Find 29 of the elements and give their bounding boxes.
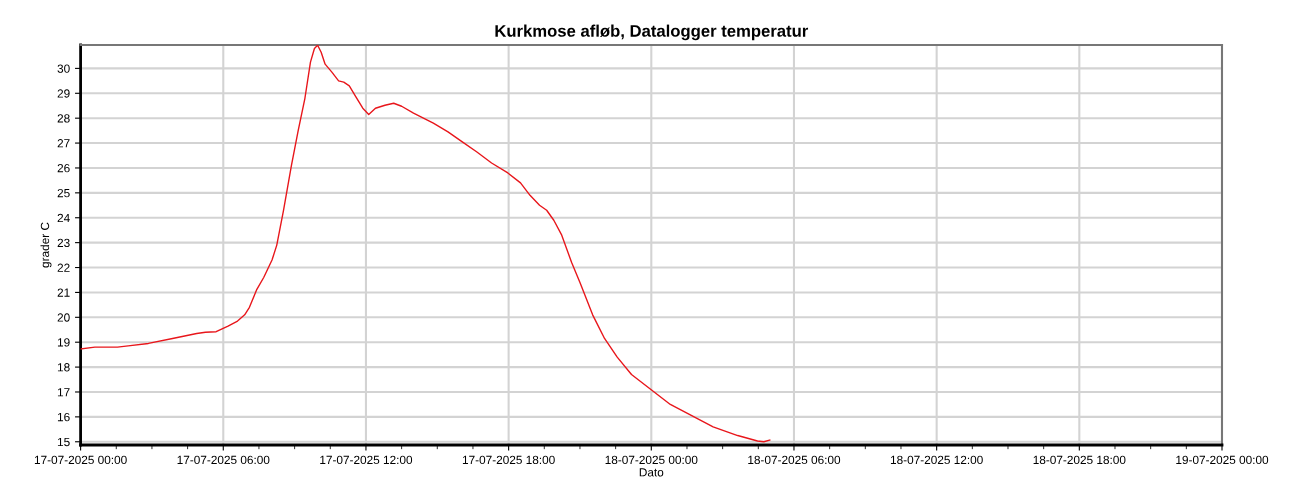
y-tick-label: 19 bbox=[57, 338, 70, 347]
x-tick-label: 18-07-2025 06:00 bbox=[748, 455, 841, 465]
y-tick-label: 29 bbox=[57, 89, 70, 98]
y-axis-title: grader C bbox=[40, 222, 52, 268]
x-tick-label: 17-07-2025 06:00 bbox=[177, 455, 270, 465]
y-tick-label: 15 bbox=[57, 437, 70, 447]
y-tick-label: 18 bbox=[57, 363, 70, 372]
x-tick-label: 19-07-2025 00:00 bbox=[1176, 455, 1269, 465]
y-tick-label: 24 bbox=[57, 213, 70, 223]
x-axis-title: Dato bbox=[639, 468, 664, 477]
y-tick-label: 25 bbox=[57, 188, 70, 198]
y-tick-label: 27 bbox=[57, 139, 70, 148]
y-tick-label: 30 bbox=[57, 64, 70, 73]
x-tick-label: 18-07-2025 12:00 bbox=[890, 455, 983, 465]
x-tick-label: 17-07-2025 18:00 bbox=[462, 455, 555, 465]
y-tick-label: 16 bbox=[57, 412, 70, 422]
y-tick-label: 17 bbox=[57, 388, 70, 397]
y-tick-label: 20 bbox=[57, 313, 70, 322]
line-series bbox=[80, 45, 771, 443]
x-tick-label: 18-07-2025 18:00 bbox=[1033, 455, 1126, 465]
x-tick-label: 17-07-2025 12:00 bbox=[320, 455, 413, 465]
y-tick-label: 28 bbox=[57, 114, 70, 123]
y-tick-label: 26 bbox=[57, 164, 70, 173]
y-tick-label: 22 bbox=[57, 263, 70, 272]
y-tick-label: 21 bbox=[57, 288, 70, 297]
chart-title: Kurkmose afløb, Datalogger temperatur bbox=[495, 24, 809, 41]
x-tick-label: 18-07-2025 00:00 bbox=[605, 455, 698, 465]
y-tick-label: 23 bbox=[57, 238, 70, 248]
x-tick-label: 17-07-2025 00:00 bbox=[34, 455, 127, 465]
